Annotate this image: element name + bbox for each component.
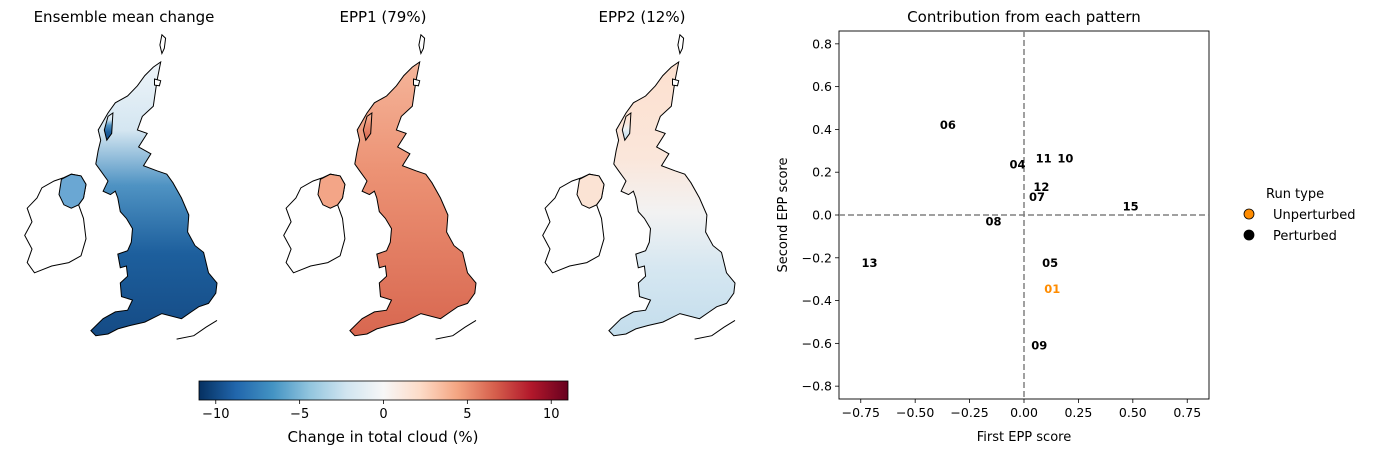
orkney-shape — [413, 78, 421, 87]
x-tick-label: 0.00 — [1010, 405, 1038, 420]
y-tick-label: 0.4 — [812, 122, 832, 137]
orkney-shape — [672, 78, 680, 87]
hebrides-shape — [362, 112, 373, 142]
x-axis-label: First EPP score — [977, 430, 1071, 445]
great-britain-shape — [608, 60, 736, 337]
shetland-shape — [677, 33, 685, 55]
legend-label-perturbed: Perturbed — [1273, 229, 1337, 244]
chart-title: Contribution from each pattern — [907, 8, 1141, 26]
legend-marker-unperturbed — [1243, 208, 1255, 220]
point-label: 06 — [940, 118, 956, 132]
y-axis-label: Second EPP score — [776, 158, 791, 273]
orkney-shape — [154, 78, 162, 87]
colorbar: −10 −5 0 5 10 Change in total cloud (%) — [198, 380, 569, 446]
point-label: 13 — [861, 256, 877, 270]
point-label: 08 — [986, 214, 1002, 228]
map-title: Ensemble mean change — [34, 8, 215, 26]
y-tick-label: −0.4 — [802, 293, 832, 308]
northern-ireland-shape — [58, 173, 87, 209]
y-tick-label: −0.2 — [802, 250, 832, 265]
x-tick-label: 0.25 — [1064, 405, 1092, 420]
legend-title: Run type — [1266, 187, 1324, 202]
x-tick-label: −0.50 — [896, 405, 934, 420]
scatter-chart: Contribution from each pattern −0.75 −0.5… — [776, 8, 1210, 445]
y-tick-label: 0.0 — [812, 208, 832, 223]
legend-label-unperturbed: Unperturbed — [1273, 208, 1356, 223]
point-label: 12 — [1033, 180, 1049, 194]
map-title: EPP2 (12%) — [599, 8, 686, 26]
x-tick-label: 0.50 — [1119, 405, 1147, 420]
y-tick-label: −0.6 — [802, 336, 832, 351]
france-coastline — [435, 319, 477, 340]
northern-ireland-shape — [317, 173, 346, 209]
great-britain-shape — [349, 60, 477, 337]
hebrides-shape — [621, 112, 632, 142]
shetland-shape — [418, 33, 426, 55]
x-tick-label: −0.75 — [842, 405, 880, 420]
point-label: 07 — [1029, 190, 1045, 204]
shetland-shape — [159, 33, 167, 56]
colorbar-gradient — [198, 380, 569, 401]
france-coastline — [176, 319, 218, 340]
northern-ireland-shape — [576, 173, 605, 209]
map-panel-epp1: EPP1 (79%) — [283, 8, 477, 340]
hebrides-shape — [103, 112, 114, 142]
legend-marker-perturbed — [1243, 229, 1255, 241]
france-coastline — [694, 319, 736, 340]
y-tick-label: 0.8 — [812, 36, 832, 51]
y-tick-label: 0.6 — [812, 79, 832, 94]
y-tick-label: 0.2 — [812, 165, 832, 180]
y-tick-label: −0.8 — [802, 379, 832, 394]
point-label: 05 — [1042, 256, 1058, 270]
point-label: 09 — [1031, 339, 1047, 353]
map-panel-epp2: EPP2 (12%) — [542, 8, 736, 340]
legend: Run type Unperturbed Perturbed — [1243, 187, 1356, 244]
point-label: 10 — [1057, 151, 1073, 165]
colorbar-tick-label: 5 — [463, 407, 471, 422]
great-britain-shape — [90, 60, 218, 337]
map-panel-ensemble-mean: Ensemble mean change — [24, 8, 218, 340]
point-label: 15 — [1123, 199, 1139, 213]
x-tick-label: 0.75 — [1173, 405, 1201, 420]
colorbar-tick-label: −5 — [290, 407, 309, 422]
colorbar-label: Change in total cloud (%) — [287, 428, 478, 446]
map-title: EPP1 (79%) — [340, 8, 427, 26]
point-label: 11 — [1036, 151, 1052, 165]
point-label: 04 — [1009, 158, 1025, 172]
colorbar-tick-label: 10 — [543, 407, 560, 422]
colorbar-tick-label: 0 — [379, 407, 387, 422]
colorbar-tick-label: −10 — [202, 407, 229, 422]
point-label: 01 — [1044, 282, 1060, 296]
x-tick-label: −0.25 — [950, 405, 988, 420]
